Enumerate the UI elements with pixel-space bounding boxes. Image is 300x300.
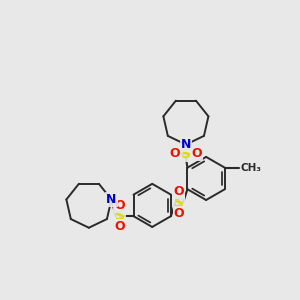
Text: N: N — [106, 193, 117, 206]
Text: S: S — [174, 196, 184, 210]
Text: O: O — [114, 199, 125, 212]
Text: O: O — [170, 147, 180, 160]
Text: N: N — [181, 138, 191, 151]
Text: O: O — [114, 220, 125, 233]
Text: CH₃: CH₃ — [240, 163, 261, 173]
Text: O: O — [191, 147, 202, 160]
Text: S: S — [181, 147, 191, 161]
Text: O: O — [174, 185, 184, 198]
Text: O: O — [174, 207, 184, 220]
Text: S: S — [115, 209, 125, 223]
